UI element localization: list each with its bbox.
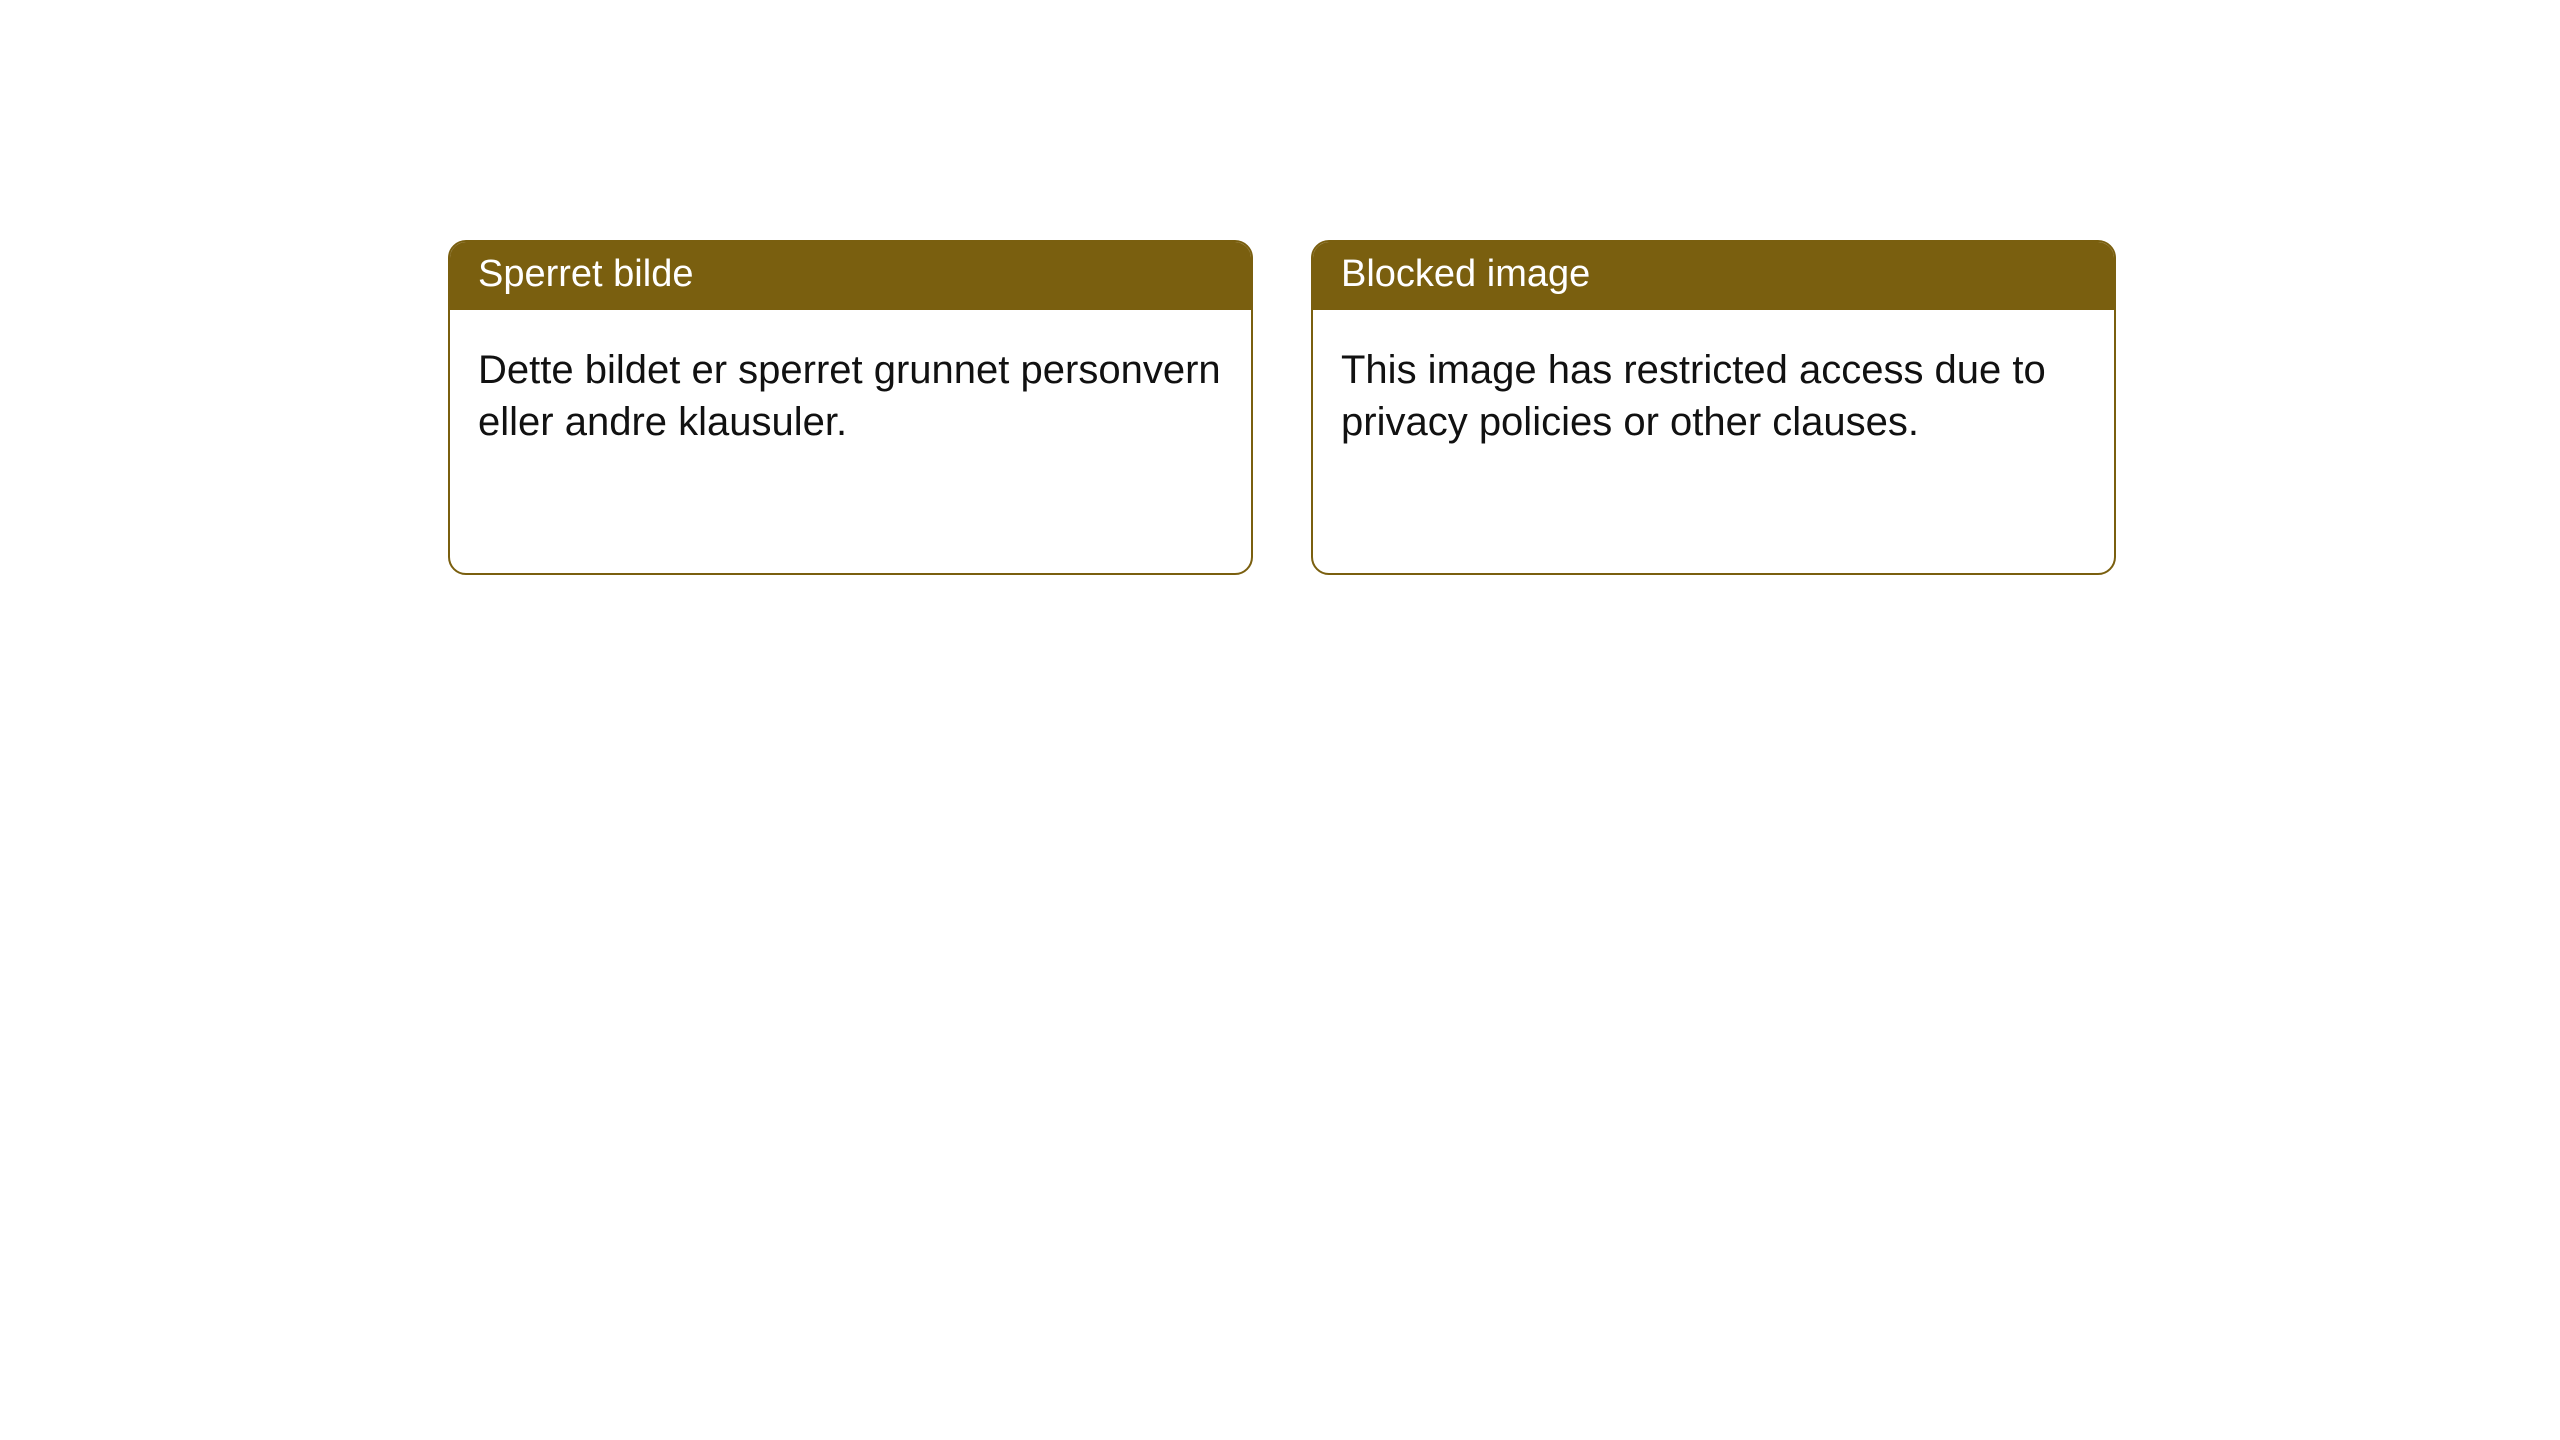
panel-title-no: Sperret bilde [450, 242, 1251, 310]
blocked-image-panel-en: Blocked image This image has restricted … [1311, 240, 2116, 575]
panel-body-no: Dette bildet er sperret grunnet personve… [450, 310, 1251, 484]
panel-body-en: This image has restricted access due to … [1313, 310, 2114, 484]
notice-container: Sperret bilde Dette bildet er sperret gr… [0, 0, 2560, 575]
panel-title-en: Blocked image [1313, 242, 2114, 310]
blocked-image-panel-no: Sperret bilde Dette bildet er sperret gr… [448, 240, 1253, 575]
